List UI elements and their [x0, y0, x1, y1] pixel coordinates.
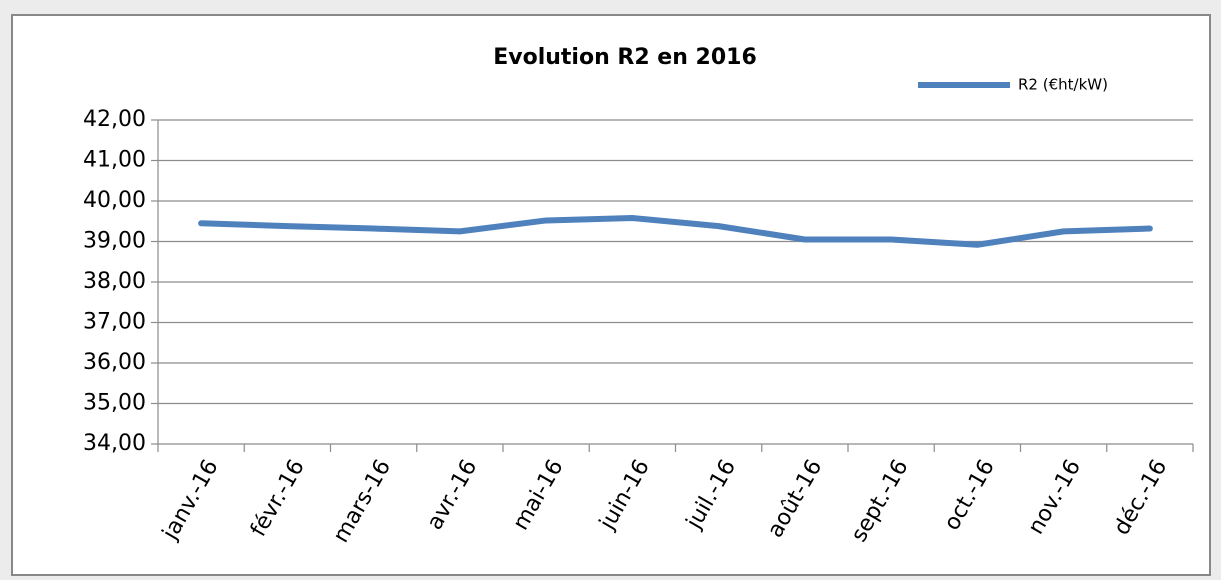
y-tick-label: 38,00: [83, 269, 146, 294]
y-tick-label: 42,00: [83, 107, 146, 132]
legend-label: R2 (€ht/kW): [1018, 76, 1108, 94]
chart-frame: [11, 14, 1211, 576]
y-tick-label: 36,00: [83, 350, 146, 375]
y-tick-label: 39,00: [83, 229, 146, 254]
y-tick-label: 40,00: [83, 188, 146, 213]
y-tick-label: 34,00: [83, 431, 146, 456]
series-line: [198, 215, 1153, 248]
y-tick-label: 35,00: [83, 391, 146, 416]
chart-title: Evolution R2 en 2016: [493, 45, 757, 70]
y-tick-label: 37,00: [83, 310, 146, 335]
y-tick-label: 41,00: [83, 148, 146, 173]
